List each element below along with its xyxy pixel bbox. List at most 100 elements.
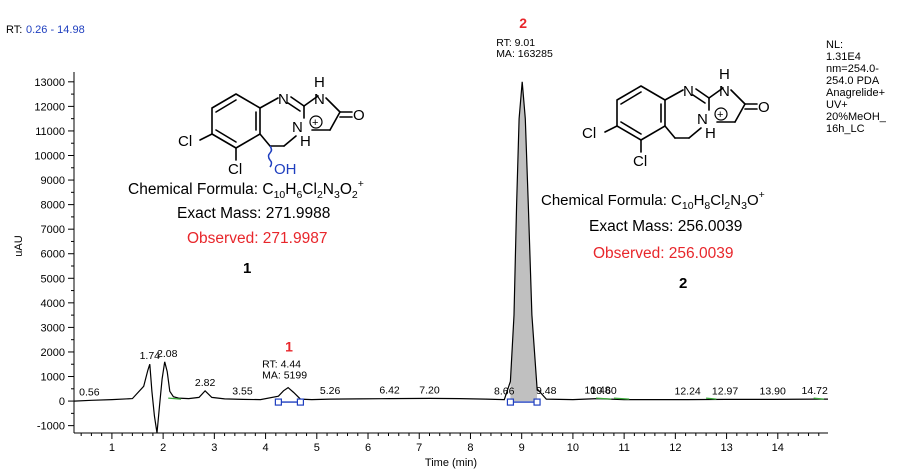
compound-1-observed: Observed: 271.9987	[187, 230, 327, 247]
nl-line: 1.31E4	[826, 51, 861, 63]
retention-time-labels: 0.56 1.742.08 2.82 3.55 5.26 6.42 7.20 8.66 9.48…	[79, 348, 828, 399]
peak-2-number: 2	[519, 15, 527, 31]
bond	[620, 91, 642, 105]
rt-label: 14.72	[802, 385, 828, 397]
atom-label: Cl	[178, 133, 192, 150]
atom-label: H	[705, 125, 716, 142]
peak-2-start-marker	[506, 398, 515, 406]
peak-1-start-marker	[274, 398, 282, 406]
integration-segment	[813, 397, 824, 400]
nl-line: 16h_LC	[826, 123, 865, 135]
rt-label: 7.20	[419, 384, 440, 396]
peak-2-end-marker	[533, 398, 541, 406]
y-tick-label: 10000	[34, 150, 65, 162]
plus-charge-glyph: +	[312, 117, 318, 129]
x-tick-label: 7	[416, 442, 422, 454]
rt-label: 2.08	[157, 348, 178, 360]
x-tick-label: 5	[314, 442, 320, 454]
bond	[211, 93, 261, 149]
rt-label: 6.42	[379, 385, 400, 397]
rt-label: 10.48	[584, 385, 610, 397]
integration-segment	[595, 397, 612, 400]
atom-label: O	[758, 99, 770, 116]
plus-charge-icon	[714, 107, 728, 121]
atom-label: H	[719, 66, 730, 83]
y-tick-label: 2000	[41, 347, 65, 359]
y-tick-label: 9000	[41, 175, 65, 187]
x-tick-label: 8	[467, 442, 473, 454]
rt-label: 13.90	[760, 385, 786, 397]
rt-label: 12.24	[675, 386, 701, 398]
x-tick-label: 11	[618, 442, 629, 454]
atom-label: N	[314, 91, 325, 108]
x-tick-label: 9	[519, 442, 525, 454]
bond	[734, 103, 746, 123]
atom-label: N	[683, 83, 694, 100]
rt-label: 12.97	[712, 385, 738, 397]
compound-2-formula: Chemical Formula: C10H8Cl2N3O+	[541, 189, 765, 212]
bond	[283, 135, 297, 147]
x-tick-label: 6	[365, 442, 371, 454]
rt-label: 1.74	[140, 350, 161, 362]
bond	[259, 133, 271, 147]
nl-line: 254.0 PDA	[826, 75, 880, 87]
peak-1-rt: RT: 4.44	[262, 359, 301, 371]
y-tick-label: 5000	[41, 273, 65, 285]
axes: -100001000200030004000500060007000800090…	[34, 72, 828, 454]
integration-segment	[168, 397, 182, 400]
y-tick-label: 7000	[41, 224, 65, 236]
compound-2-exact-mass: Exact Mass: 256.0039	[589, 218, 742, 235]
y-tick-label: 8000	[41, 200, 65, 212]
bond	[620, 121, 642, 135]
bond	[616, 85, 666, 141]
atom-label: N	[292, 119, 303, 136]
y-tick-label: 4000	[41, 298, 65, 310]
rt-label: 5.26	[320, 385, 341, 397]
bond	[688, 127, 702, 139]
bond	[664, 89, 684, 101]
x-tick-label: 1	[109, 442, 115, 454]
atom-label: N	[697, 111, 708, 128]
peak-1-number: 1	[285, 339, 293, 355]
bond	[259, 97, 279, 109]
atom-label: Cl	[228, 161, 242, 178]
y-tick-label: 11000	[35, 126, 65, 138]
atom-label: H	[300, 133, 311, 150]
rt-label: 9.48	[536, 385, 557, 397]
rt-label: 10.60	[591, 385, 617, 397]
y-tick-label: 6000	[41, 249, 65, 261]
nl-line: Anagrelide+	[826, 87, 885, 99]
nl-line: UV+	[826, 99, 848, 111]
compound-1-number: 1	[243, 260, 251, 277]
bond	[215, 99, 237, 113]
bond	[303, 95, 319, 107]
atom-label: N	[719, 83, 730, 100]
compound-1-formula: Chemical Formula: C10H6Cl2N3O2+	[128, 178, 364, 201]
integration-segment	[613, 397, 630, 400]
bond	[692, 94, 706, 104]
bond	[604, 125, 618, 133]
rt-range-label: RT:	[6, 24, 22, 36]
atom-label: H	[314, 74, 325, 91]
atom-label-hydroxyl: OH	[274, 161, 297, 178]
nl-info-block: NL: 1.31E4 nm=254.0- 254.0 PDA Anagrelid…	[826, 39, 887, 135]
nl-line: nm=254.0-	[826, 63, 879, 75]
x-tick-label: 12	[669, 442, 681, 454]
rt-label: 2.82	[195, 377, 216, 389]
peak-2-area	[510, 81, 538, 402]
nl-line: NL:	[826, 39, 843, 51]
atom-label: N	[278, 91, 289, 108]
y-tick-label: 13000	[34, 77, 65, 89]
atom-label: Cl	[633, 153, 647, 170]
y-tick-label: -1000	[37, 421, 65, 433]
x-tick-label: 3	[211, 442, 217, 454]
bond	[325, 97, 341, 113]
rt-label: 8.66	[494, 386, 515, 398]
y-tick-label: 3000	[41, 322, 65, 334]
x-tick-label: 10	[567, 442, 579, 454]
compound-2-observed: Observed: 256.0039	[593, 245, 733, 262]
x-tick-label: 2	[160, 442, 166, 454]
bond	[329, 111, 341, 131]
